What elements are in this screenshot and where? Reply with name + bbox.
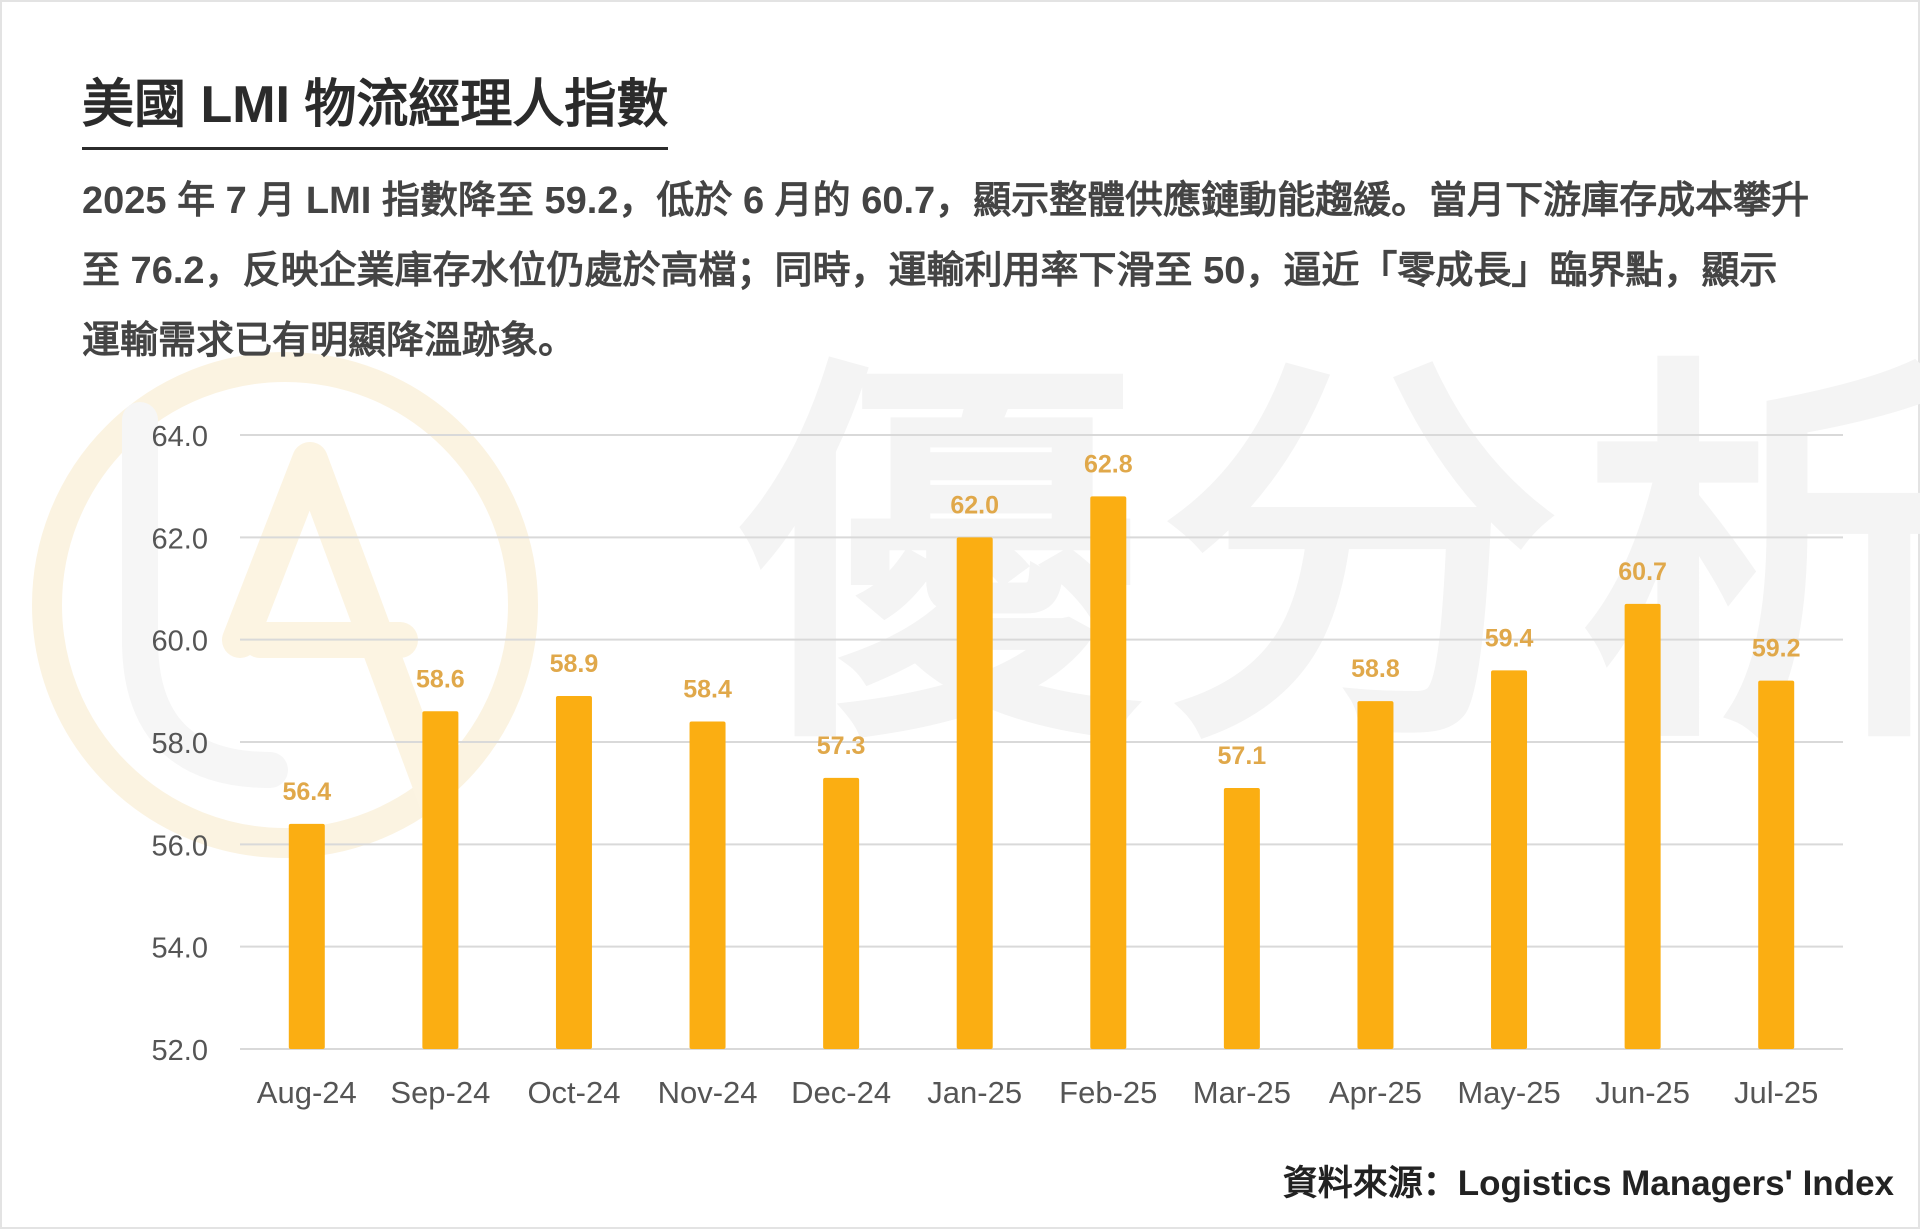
y-tick-label: 54.0 <box>152 933 208 965</box>
bar <box>1491 670 1528 1049</box>
x-tick-label: May-25 <box>1457 1075 1560 1110</box>
data-label: 62.8 <box>1084 450 1133 478</box>
x-tick-label: Jul-25 <box>1734 1075 1818 1110</box>
bar <box>1090 496 1127 1049</box>
bar-layer <box>288 496 1795 1049</box>
bar <box>689 721 726 1049</box>
data-label: 59.2 <box>1752 635 1801 663</box>
bar <box>823 777 860 1049</box>
y-tick-label: 60.0 <box>152 626 208 658</box>
bar <box>956 537 993 1049</box>
data-label: 58.4 <box>683 676 732 704</box>
data-label: 56.4 <box>282 778 331 806</box>
y-tick-label: 62.0 <box>152 523 208 555</box>
x-tick-label: Sep-24 <box>390 1075 490 1110</box>
y-tick-label: 58.0 <box>152 728 208 760</box>
data-label: 59.4 <box>1485 624 1534 652</box>
x-tick-label: Feb-25 <box>1059 1075 1157 1110</box>
bar <box>1758 680 1795 1049</box>
bar <box>1357 701 1394 1049</box>
x-tick-label: Dec-24 <box>791 1075 891 1110</box>
bar <box>555 695 592 1049</box>
x-tick-label: Nov-24 <box>658 1075 758 1110</box>
x-tick-label: Jan-25 <box>927 1075 1022 1110</box>
x-tick-label: Jun-25 <box>1595 1075 1690 1110</box>
page-title: 美國 LMI 物流經理人指數 <box>82 62 669 150</box>
y-tick-label: 64.0 <box>152 421 208 453</box>
data-label: 57.3 <box>817 732 866 760</box>
data-label: 58.9 <box>550 650 599 678</box>
bar <box>288 823 325 1049</box>
y-tick-label: 52.0 <box>152 1035 208 1067</box>
data-label: 58.8 <box>1351 655 1400 683</box>
data-label: 60.7 <box>1618 558 1667 586</box>
data-label: 62.0 <box>950 491 999 519</box>
chart-description: 2025 年 7 月 LMI 指數降至 59.2，低於 6 月的 60.7，顯示… <box>82 180 1810 362</box>
x-tick-label: Mar-25 <box>1193 1075 1291 1110</box>
source-note: 資料來源：Logistics Managers' Index <box>1282 1164 1894 1203</box>
x-tick-label: Oct-24 <box>527 1075 620 1110</box>
data-label: 57.1 <box>1218 742 1267 770</box>
x-tick-label: Apr-25 <box>1329 1075 1422 1110</box>
bar <box>1223 788 1260 1049</box>
axis-layer: 52.0 54.0 56.0 58.0 60.0 62.0 64.0 Aug-24 Sep-24… <box>152 421 1819 1110</box>
label-layer: 56.4 58.6 58.9 58.4 57.3 62.0 62.8 57.1 58.8 59.4… <box>282 450 1800 805</box>
bar <box>1624 603 1661 1049</box>
bar <box>422 711 459 1049</box>
data-label: 58.6 <box>416 665 465 693</box>
x-tick-label: Aug-24 <box>257 1075 357 1110</box>
y-tick-label: 56.0 <box>152 830 208 862</box>
grid-layer <box>240 434 1843 1050</box>
